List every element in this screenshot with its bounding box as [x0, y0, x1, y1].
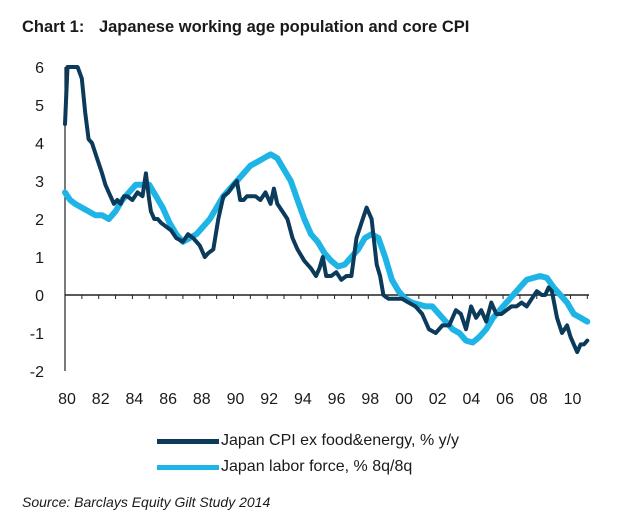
x-tick-label: 04 [462, 391, 480, 408]
x-axis-labels: 80 82 84 86 88 90 92 94 96 98 00 02 04 06 08 10 [58, 391, 581, 408]
legend-item-cpi: Japan CPI ex food&energy, % y/y [157, 428, 459, 454]
legend-label-cpi: Japan CPI ex food&energy, % y/y [221, 432, 460, 449]
x-tick-label: 08 [530, 391, 548, 408]
x-tick-label: 10 [564, 391, 582, 408]
y-tick-label: -1 [30, 326, 44, 343]
legend-label-labor: Japan labor force, % 8q/8q [221, 458, 413, 475]
x-tick-label: 82 [92, 391, 110, 408]
y-tick-label: 2 [35, 212, 44, 229]
x-tick-label: 96 [328, 391, 346, 408]
x-tick-label: 98 [361, 391, 379, 408]
chart-title-text: Japanese working age population and core… [98, 18, 470, 36]
series-line-cpi [63, 65, 590, 354]
legend-swatch-cpi [157, 438, 219, 444]
y-tick-label: 6 [35, 60, 44, 77]
y-tick-label: 0 [35, 288, 44, 305]
y-tick-label: 1 [35, 250, 44, 267]
x-axis-ticks [64, 295, 588, 299]
y-axis-labels: 6 5 4 3 2 1 0 -1 -2 [30, 60, 44, 381]
y-tick-label: -2 [30, 364, 44, 381]
x-tick-label: 06 [496, 391, 514, 408]
chart-title-number: Chart 1: [22, 18, 85, 36]
x-tick-label: 02 [429, 391, 447, 408]
x-tick-label: 90 [227, 391, 245, 408]
legend-item-labor: Japan labor force, % 8q/8q [157, 454, 459, 480]
x-tick-label: 92 [260, 391, 278, 408]
legend-swatch-labor [157, 464, 219, 470]
y-tick-label: 5 [35, 98, 44, 115]
chart-title: Chart 1: Japanese working age population… [22, 18, 469, 37]
source-note: Source: Barclays Equity Gilt Study 2014 [22, 494, 271, 510]
x-tick-label: 84 [125, 391, 143, 408]
y-tick-label: 4 [35, 136, 44, 153]
x-tick-label: 88 [193, 391, 211, 408]
x-tick-label: 00 [395, 391, 413, 408]
x-tick-label: 86 [159, 391, 177, 408]
x-tick-label: 80 [58, 391, 76, 408]
y-tick-label: 3 [35, 174, 44, 191]
legend: Japan CPI ex food&energy, % y/y Japan la… [157, 428, 459, 480]
x-tick-label: 94 [294, 391, 312, 408]
series-layer [62, 65, 591, 354]
